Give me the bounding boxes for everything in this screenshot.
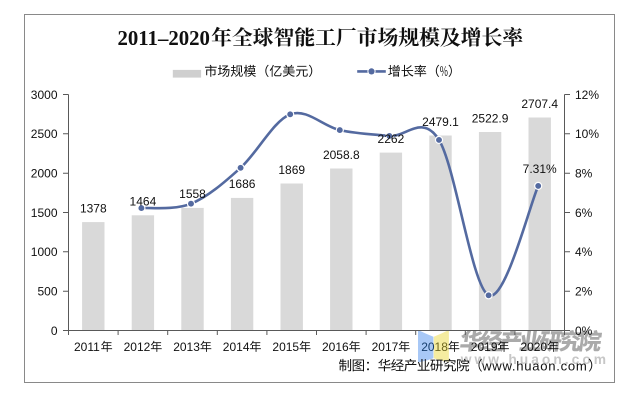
svg-text:2015: 2015 (272, 340, 299, 354)
svg-text:2019: 2019 (471, 340, 498, 354)
svg-text:2013: 2013 (173, 340, 200, 354)
svg-text:2020: 2020 (520, 340, 547, 354)
svg-text:12%: 12% (575, 88, 599, 102)
svg-text:2522.9: 2522.9 (472, 111, 509, 125)
svg-text:2016: 2016 (322, 340, 349, 354)
svg-text:1000: 1000 (31, 245, 58, 259)
svg-text:2262: 2262 (378, 132, 405, 146)
svg-text:4%: 4% (575, 245, 593, 259)
svg-text:8%: 8% (575, 167, 593, 181)
svg-text:1558: 1558 (179, 187, 206, 201)
svg-text:www.huaon.com: www.huaon.com (481, 358, 587, 373)
svg-text:0: 0 (51, 324, 58, 338)
svg-text:2018: 2018 (421, 340, 448, 354)
svg-text:2%: 2% (575, 285, 593, 299)
svg-text:1464: 1464 (130, 195, 157, 209)
svg-text:3000: 3000 (31, 88, 58, 102)
svg-text:2000: 2000 (31, 167, 58, 181)
svg-text:2011–2020: 2011–2020 (118, 27, 210, 50)
svg-text:www.huaon.com: www.huaon.com (460, 352, 609, 367)
svg-text:2707.4: 2707.4 (521, 97, 558, 111)
svg-text:6%: 6% (575, 206, 593, 220)
svg-text:0%: 0% (575, 324, 593, 338)
svg-text:2479.1: 2479.1 (422, 115, 459, 129)
svg-text:10%: 10% (575, 127, 599, 141)
svg-text:1686: 1686 (229, 177, 256, 191)
svg-text:1378: 1378 (80, 201, 107, 215)
svg-text:2012: 2012 (124, 340, 151, 354)
svg-text:2011: 2011 (74, 340, 100, 354)
svg-text:2017: 2017 (372, 340, 399, 354)
svg-text:7.31%: 7.31% (523, 162, 557, 176)
svg-text:2014: 2014 (223, 340, 250, 354)
svg-text:2500: 2500 (31, 127, 58, 141)
svg-text:2058.8: 2058.8 (323, 148, 360, 162)
svg-text:1500: 1500 (31, 206, 58, 220)
svg-text:500: 500 (37, 285, 57, 299)
svg-text:1869: 1869 (278, 163, 305, 177)
